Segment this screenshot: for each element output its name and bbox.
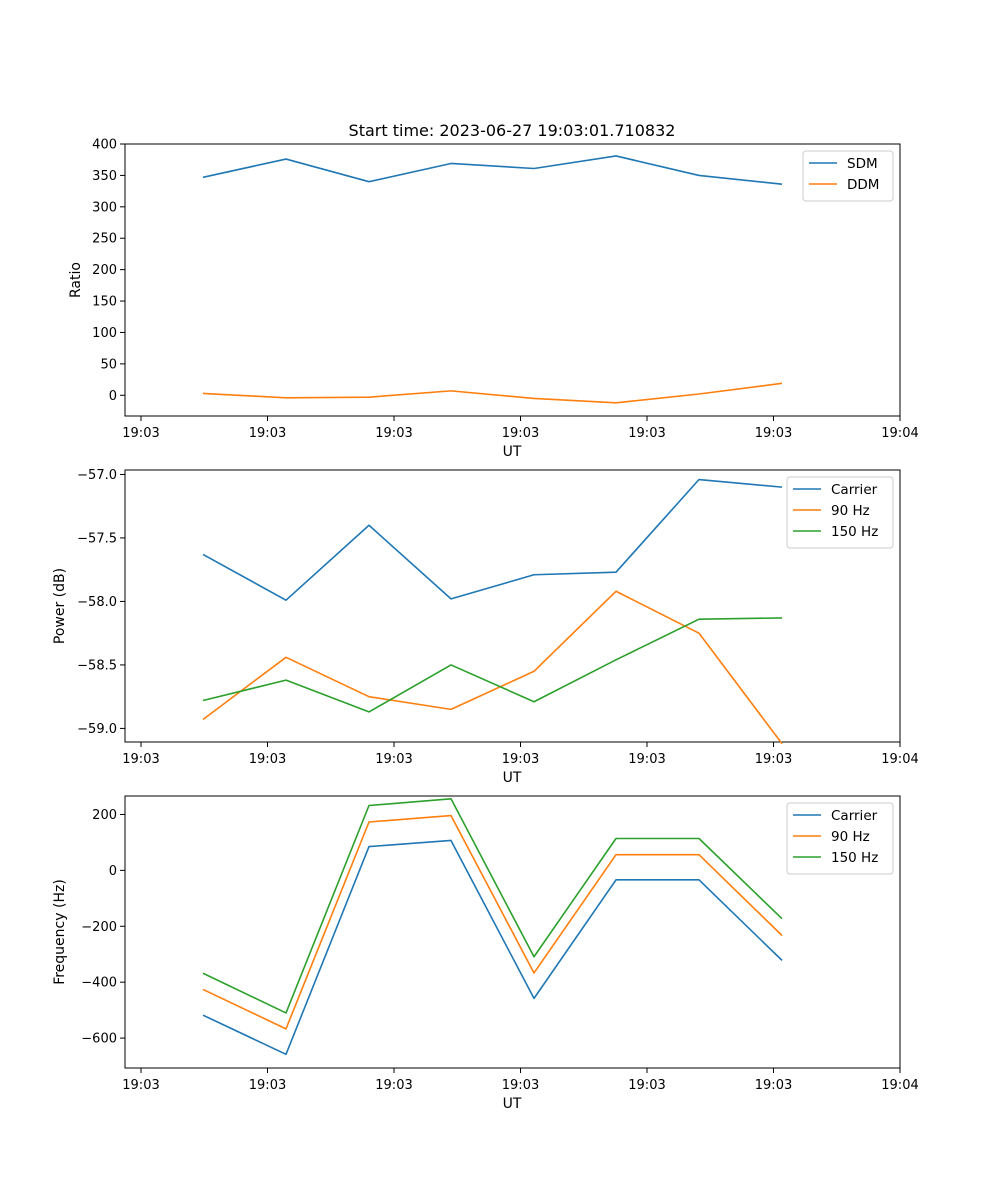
- y-axis-label: Ratio: [68, 262, 84, 298]
- y-tick-label: 300: [92, 200, 117, 215]
- x-tick-label: 19:03: [122, 1078, 159, 1093]
- y-tick-label: −200: [81, 920, 117, 935]
- x-axis-label: UT: [503, 770, 522, 786]
- x-axis-label: UT: [503, 444, 522, 460]
- x-tick-label: 19:03: [502, 752, 539, 767]
- y-tick-label: −59.0: [77, 722, 117, 737]
- series-line-90-hz: [202, 590, 783, 745]
- y-tick-label: 350: [92, 169, 117, 184]
- chart-panel-1: 19:03 19:03 19:03 19:03 19:03 19:03 19:04 0 50 10…: [68, 138, 919, 461]
- y-tick-label: 0: [109, 389, 117, 404]
- y-tick-label: 200: [92, 808, 117, 823]
- series-line-sdm: [202, 155, 783, 185]
- x-tick-label: 19:03: [628, 426, 665, 441]
- y-tick-label: −58.0: [77, 595, 117, 610]
- x-tick-label: 19:03: [249, 752, 286, 767]
- x-tick-label: 19:03: [502, 1078, 539, 1093]
- legend: Carrier 90 Hz 150 Hz: [786, 802, 894, 875]
- legend-label: SDM: [847, 156, 878, 172]
- y-tick-label: 0: [109, 864, 117, 879]
- series-line-150-hz: [202, 797, 783, 1014]
- x-tick-label: 19:03: [122, 752, 159, 767]
- legend-label: 150 Hz: [831, 524, 878, 540]
- x-tick-label: 19:03: [375, 752, 412, 767]
- series-line-90-hz: [202, 814, 783, 1030]
- y-tick-label: 250: [92, 232, 117, 247]
- x-tick-label: 19:03: [628, 1078, 665, 1093]
- y-tick-label: −57.0: [77, 468, 117, 483]
- legend-label: DDM: [847, 177, 879, 193]
- legend-label: Carrier: [831, 808, 878, 824]
- y-axis-label: Power (dB): [52, 568, 68, 644]
- x-axis-label: UT: [503, 1096, 522, 1112]
- legend-label: 90 Hz: [831, 503, 870, 519]
- legend: SDM DDM: [802, 150, 894, 202]
- x-tick-label: 19:03: [755, 752, 792, 767]
- x-tick-label: 19:04: [881, 426, 918, 441]
- x-tick-label: 19:03: [502, 426, 539, 441]
- y-tick-label: 400: [92, 138, 117, 153]
- legend-label: 150 Hz: [831, 850, 878, 866]
- chart-panel-3: 19:03 19:03 19:03 19:03 19:03 19:03 19:04 −600 −…: [52, 795, 919, 1112]
- x-tick-label: 19:04: [881, 1078, 918, 1093]
- plot-area: [124, 469, 901, 743]
- y-tick-label: −600: [81, 1032, 117, 1047]
- y-tick-label: 200: [92, 263, 117, 278]
- y-tick-label: 50: [100, 357, 117, 372]
- chart-panel-2: 19:03 19:03 19:03 19:03 19:03 19:03 19:04 −59.0…: [52, 468, 919, 786]
- y-tick-label: 150: [92, 295, 117, 310]
- x-tick-label: 19:03: [375, 426, 412, 441]
- figure-title: Start time: 2023-06-27 19:03:01.710832: [349, 121, 676, 140]
- y-tick-label: 100: [92, 326, 117, 341]
- plot-area: [124, 795, 901, 1069]
- x-tick-label: 19:03: [122, 426, 159, 441]
- y-tick-label: −400: [81, 976, 117, 991]
- y-axis-label: Frequency (Hz): [52, 879, 68, 985]
- x-tick-label: 19:04: [881, 752, 918, 767]
- y-tick-label: −57.5: [77, 531, 117, 546]
- x-tick-label: 19:03: [375, 1078, 412, 1093]
- x-tick-label: 19:03: [755, 1078, 792, 1093]
- y-tick-label: −58.5: [77, 658, 117, 673]
- plot-area: [124, 143, 901, 417]
- legend: Carrier 90 Hz 150 Hz: [786, 476, 894, 549]
- x-tick-label: 19:03: [249, 1078, 286, 1093]
- series-line-carrier: [202, 478, 783, 601]
- x-tick-label: 19:03: [249, 426, 286, 441]
- legend-label: Carrier: [831, 482, 878, 498]
- x-tick-label: 19:03: [755, 426, 792, 441]
- x-tick-label: 19:03: [628, 752, 665, 767]
- series-line-carrier: [202, 839, 783, 1056]
- series-line-ddm: [202, 382, 783, 404]
- legend-label: 90 Hz: [831, 829, 870, 845]
- series-line-150-hz: [202, 617, 783, 713]
